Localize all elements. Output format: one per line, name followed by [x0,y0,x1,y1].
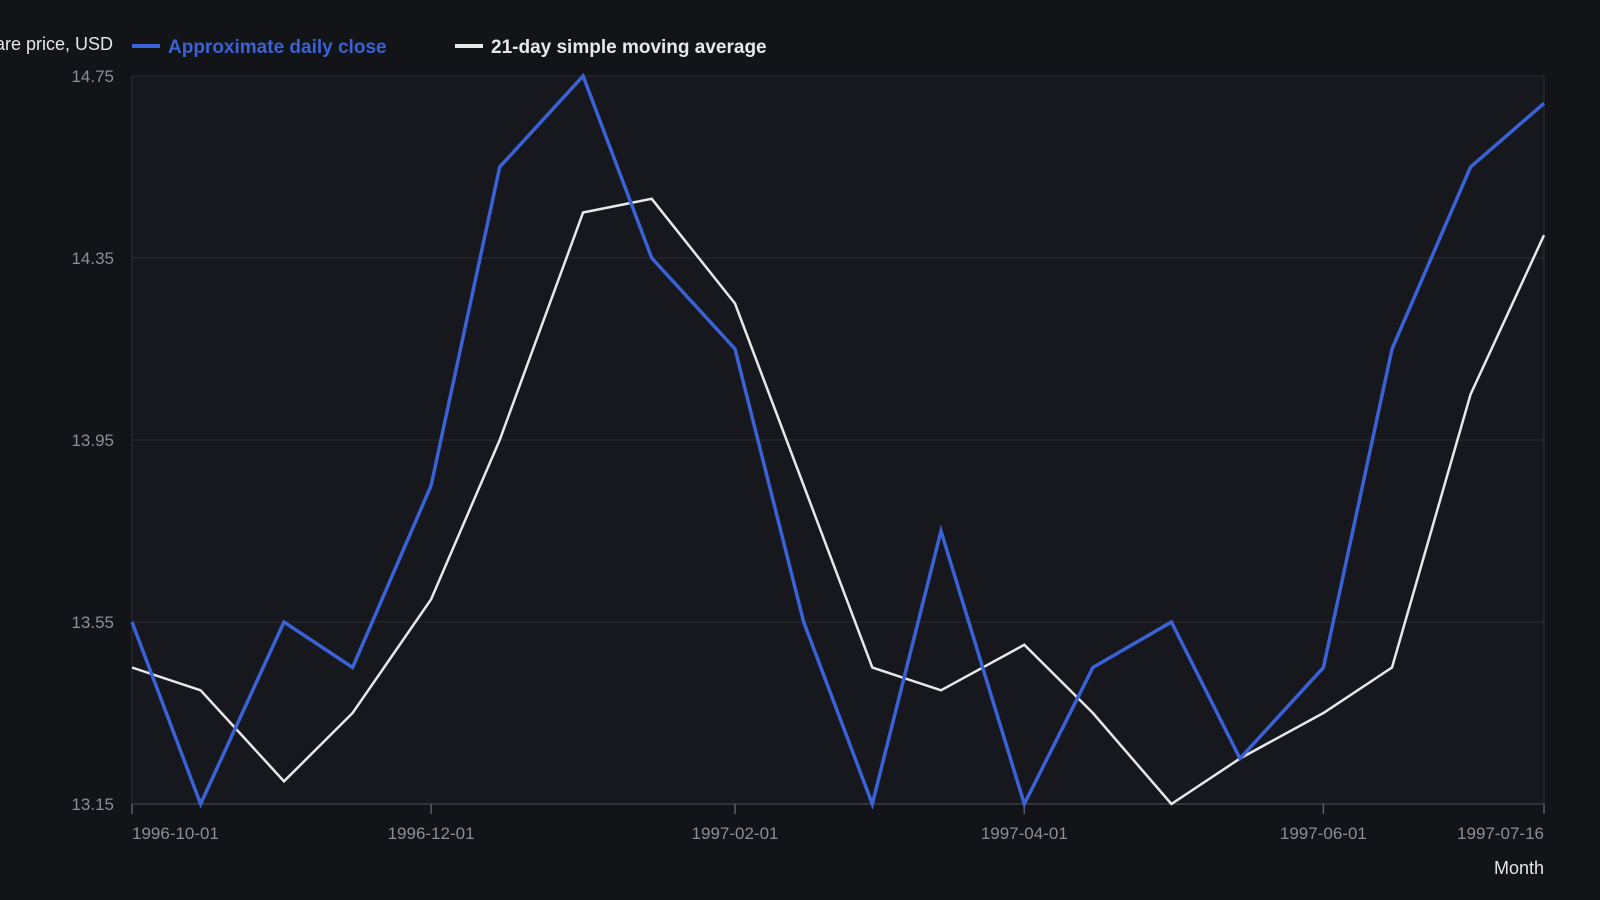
y-axis-ticks: 13.15 13.55 13.95 14.35 14.75 [71,67,114,814]
legend: Approximate daily close 21-day simple mov… [132,37,767,58]
x-tick-label: 1997-04-01 [981,824,1068,843]
y-tick-label: 13.15 [71,795,114,814]
legend-label: 21-day simple moving average [491,37,767,58]
x-tick-label: 1997-02-01 [692,824,779,843]
y-tick-label: 14.35 [71,249,114,268]
series-line-moving-average [131,197,1546,806]
y-axis-title: Share price, USD [0,34,113,54]
series-lines [130,72,1546,810]
x-tick-label: 1996-10-01 [132,824,219,843]
x-tick-label: 1996-12-01 [388,824,475,843]
x-tick-label: 1997-06-01 [1280,824,1367,843]
y-tick-label: 13.55 [71,613,114,632]
legend-label: Approximate daily close [168,37,387,58]
y-tick-label: 13.95 [71,431,114,450]
axes [131,76,1545,805]
x-axis-ticks: 1996-10-01 1996-12-01 1997-02-01 1997-04-01… [131,804,1545,843]
y-tick-label: 14.75 [71,67,114,86]
x-tick-label: 1997-07-16 [1457,824,1544,843]
x-axis-title: Month [1494,858,1544,878]
series-line-daily-close [130,72,1546,810]
